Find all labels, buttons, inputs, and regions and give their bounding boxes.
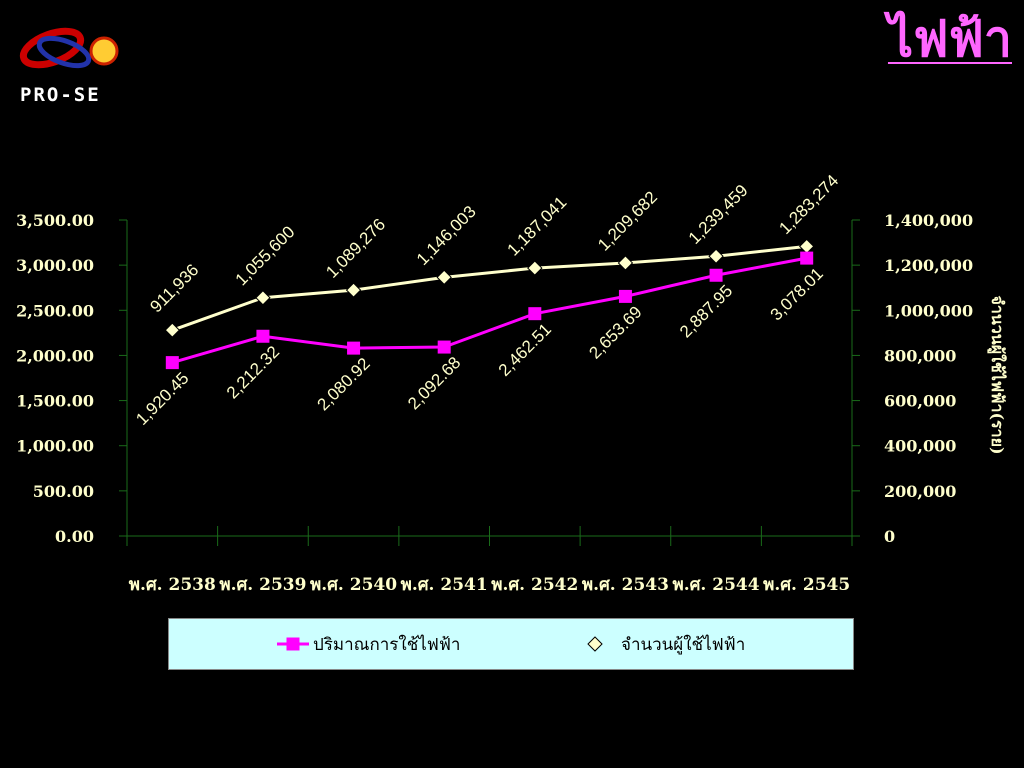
legend-label-usage: ปริมาณการใช้ไฟฟ้า <box>313 634 461 655</box>
legend-entry-usage: ปริมาณการใช้ไฟฟ้า <box>277 631 460 658</box>
series-users-point <box>617 255 634 271</box>
x-category-label: พ.ศ. 2545 <box>763 575 850 595</box>
series-usage-line <box>171 256 807 365</box>
left-tick-label: 3,500.00 <box>16 211 94 230</box>
right-tick-label: 0 <box>884 527 895 546</box>
line-chart: 3,500.00 3,000.00 2,500.00 2,000.00 1,500.00… <box>16 171 1007 595</box>
x-category-label: พ.ศ. 2541 <box>401 575 488 595</box>
series-usage-point <box>800 251 814 265</box>
legend-swatch-square-icon <box>277 637 309 651</box>
series-users-data-label: 1,146,003 <box>413 202 480 269</box>
series-users-line <box>171 244 807 332</box>
right-tick-label: 600,000 <box>884 392 956 411</box>
right-tick-label: 800,000 <box>884 346 956 365</box>
left-tick-label: 1,500.00 <box>16 392 94 411</box>
right-tick-label: 200,000 <box>884 482 956 501</box>
pro-se-logo <box>19 27 119 69</box>
series-users-point <box>798 238 815 255</box>
series-users-data-label: 911,936 <box>146 260 202 316</box>
series-usage-data-label: 2,462.51 <box>495 320 555 380</box>
x-category-label: พ.ศ. 2542 <box>491 575 578 595</box>
left-tick-label: 2,500.00 <box>16 301 94 320</box>
series-users-data-label: 1,239,459 <box>685 181 752 248</box>
right-tick-label: 1,400,000 <box>884 211 973 230</box>
x-category-label: พ.ศ. 2543 <box>582 575 669 595</box>
left-tick-label: 0.00 <box>55 527 94 546</box>
series-usage-data-label: 2,653.69 <box>585 302 645 362</box>
left-tick-label: 3,000.00 <box>16 256 94 275</box>
series-usage-point <box>256 329 270 343</box>
series-users-data-label: 1,089,276 <box>322 215 389 282</box>
series-usage-data-label: 1,920.45 <box>132 369 192 429</box>
series-usage-point <box>709 268 723 282</box>
series-users-point <box>708 248 724 264</box>
series-users-data-label: 1,055,600 <box>232 222 299 289</box>
series-usage-data-label: 2,887.95 <box>676 281 736 341</box>
x-category-label: พ.ศ. 2538 <box>129 575 216 595</box>
series-usage-data-label: 2,080.92 <box>314 354 374 414</box>
legend-label-users: จำนวนผู้ใช้ไฟฟ้า <box>621 634 746 655</box>
chart-legend: ปริมาณการใช้ไฟฟ้า จำนวนผู้ใช้ไฟฟ้า <box>168 618 854 670</box>
right-axis-title: จำนวนผู้ใช้ไฟฟ้า(ราย) <box>986 295 1007 454</box>
x-category-label: พ.ศ. 2544 <box>673 575 760 595</box>
left-tick-label: 500.00 <box>33 482 94 501</box>
right-tick-label: 400,000 <box>884 437 956 456</box>
series-usage-data-label: 2,092.68 <box>404 353 464 413</box>
series-usage-point <box>528 307 542 321</box>
slide-title: ไฟฟ้า <box>887 10 1012 68</box>
series-users-data-label: 1,209,682 <box>594 188 661 255</box>
left-tick-label: 2,000.00 <box>16 346 94 365</box>
series-usage-data-label: 2,212.32 <box>223 342 283 402</box>
series-usage-point <box>437 340 451 354</box>
right-tick-label: 1,200,000 <box>884 256 973 275</box>
x-category-label: พ.ศ. 2540 <box>310 575 397 595</box>
series-usage-point <box>347 341 361 355</box>
legend-entry-users: จำนวนผู้ใช้ไฟฟ้า <box>585 631 745 658</box>
logo-text: PRO-SE <box>20 84 101 106</box>
left-tick-label: 1,000.00 <box>16 437 94 456</box>
series-usage-point <box>165 356 179 370</box>
series-users-data-label: 1,283,274 <box>775 171 842 238</box>
series-usage-point <box>618 289 632 303</box>
series-usage-data-label: 3,078.01 <box>767 264 827 324</box>
series-users-point <box>436 269 452 286</box>
series-users-point <box>345 282 362 298</box>
x-category-label: พ.ศ. 2539 <box>219 575 306 595</box>
right-tick-label: 1,000,000 <box>884 301 973 320</box>
series-users-point <box>527 260 543 276</box>
legend-swatch-diamond-icon <box>587 636 603 652</box>
series-users-point <box>255 290 271 306</box>
series-users-point <box>164 322 181 338</box>
series-users-data-label: 1,187,041 <box>503 193 570 260</box>
